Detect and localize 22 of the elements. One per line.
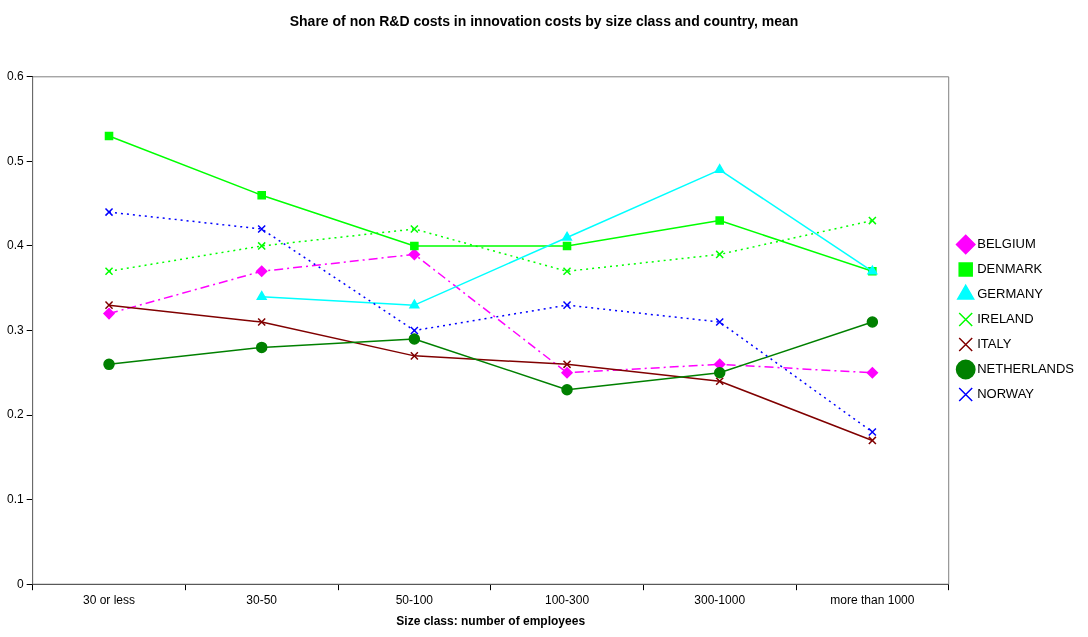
legend-label: IRELAND (977, 311, 1034, 327)
legend-label: NORWAY (977, 386, 1035, 402)
legend-label: BELGIUM (977, 236, 1036, 252)
x-tick-label: 300-1000 (694, 592, 746, 607)
legend-label: DENMARK (977, 261, 1043, 277)
x-tick-label: 30-50 (246, 592, 278, 607)
x-tick-label: 50-100 (395, 592, 434, 607)
x-tick-label: more than 1000 (830, 592, 915, 607)
legend-label: GERMANY (977, 286, 1044, 302)
legend-label: ITALY (977, 336, 1012, 352)
x-tick-label: 30 or less (83, 592, 136, 607)
x-tick-label: 100-300 (545, 592, 590, 607)
y-tick-label: 0.2 (6, 407, 24, 422)
y-tick-label: 0 (16, 576, 24, 591)
y-tick-label: 0.3 (6, 322, 24, 337)
legend-label: NETHERLANDS (977, 361, 1075, 377)
x-axis-title: Size class: number of employees (396, 614, 586, 629)
y-tick-label: 0.4 (6, 238, 24, 253)
y-tick-label: 0.6 (6, 69, 24, 84)
chart-title: Share of non R&D costs in innovation costs by size class and country, mean (289, 13, 799, 30)
y-tick-label: 0.1 (6, 491, 24, 506)
y-tick-label: 0.5 (6, 153, 24, 168)
